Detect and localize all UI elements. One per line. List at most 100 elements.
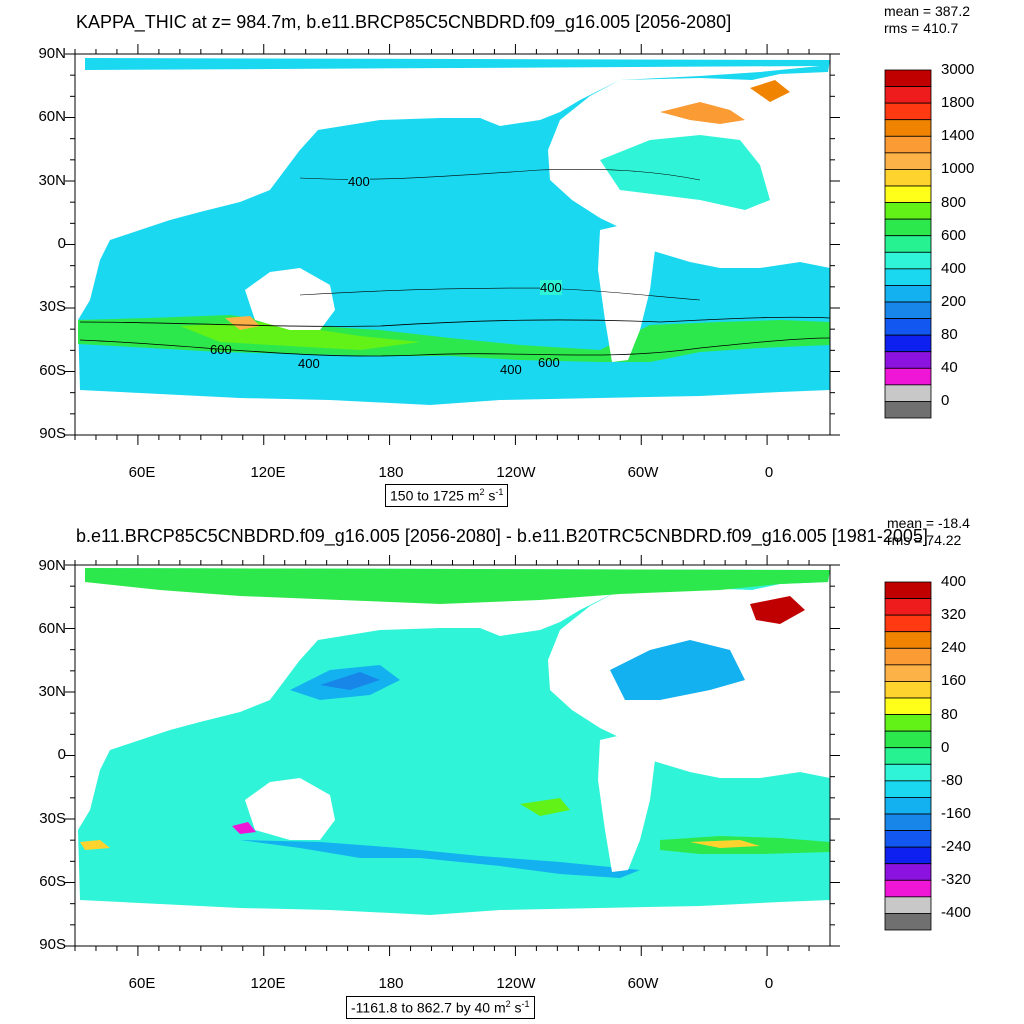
panel1-colorbar-label: 800 xyxy=(941,193,967,211)
panel1-contour-label: 400 xyxy=(540,280,562,295)
panel2-colorbar-swatch xyxy=(884,813,932,831)
panel1-colorbar-label: 0 xyxy=(941,392,950,410)
panel1-contour-label: 400 xyxy=(500,362,522,377)
panel2-range-text: -1161.8 to 862.7 by 40 m xyxy=(351,999,506,1016)
panel1-colorbar-swatch xyxy=(884,384,932,402)
panel2-colorbar-swatch xyxy=(884,846,932,865)
panel2-colorbar-label: 400 xyxy=(941,573,967,590)
panel2-yellow-streak xyxy=(690,840,760,848)
panel2-colorbar-swatch xyxy=(884,614,932,633)
panel1-contour-line xyxy=(299,287,701,301)
panel2-colorbar-swatch xyxy=(884,763,932,782)
panel2-colorbar-swatch xyxy=(884,714,932,732)
panel2-land-africa xyxy=(598,732,655,872)
panel1-colorbar-swatch xyxy=(884,301,932,319)
panel1-range-box: 150 to 1725 m2 s-1 xyxy=(385,484,509,507)
panel2-colorbar-label: -240 xyxy=(941,838,972,856)
panel1-lon-label: 60W xyxy=(627,464,659,481)
panel1-colorbar-swatch xyxy=(884,86,932,104)
panel2-colorbar-swatch xyxy=(884,730,932,749)
panel1-contour-line xyxy=(79,316,831,327)
panel2-colorbar-swatch xyxy=(884,780,932,798)
panel2-lat-label: 60N xyxy=(38,620,66,637)
panel1-colorbar-swatch xyxy=(884,351,932,369)
panel2-southern-blue xyxy=(240,840,640,878)
panel2-colorbar-label: 0 xyxy=(941,738,950,756)
panel1-colorbar-label: 200 xyxy=(941,293,967,310)
panel1-colorbar-swatch xyxy=(884,135,932,154)
panel1-colorbar-swatch xyxy=(884,334,932,353)
panel2-lon-label: 180 xyxy=(378,975,404,992)
panel2-colorbar-label: 320 xyxy=(941,606,967,624)
panel1-colorbar-label: 80 xyxy=(941,326,958,344)
panel1-hotspot-south xyxy=(225,316,260,330)
panel1-colorbar-label: 1800 xyxy=(941,94,975,112)
panel1-colorbar-swatch xyxy=(884,235,932,253)
panel1-colorbar-swatch xyxy=(884,268,932,286)
panel1-colorbar-label: 400 xyxy=(941,259,967,277)
panel1-colorbar-label: 3000 xyxy=(941,61,975,78)
panel1-pacific xyxy=(260,118,600,320)
panel1-colorbar-swatch xyxy=(884,202,932,220)
panel2-map xyxy=(74,564,831,947)
panel2-land-australia xyxy=(245,778,335,840)
panel2-lon-label: 120E xyxy=(250,975,286,992)
panel1-range-text: 150 to 1725 m xyxy=(390,487,480,504)
panel1-lon-label: 180 xyxy=(378,464,404,481)
panel1-lat-label: 30S xyxy=(39,298,66,315)
panel1-map xyxy=(74,53,831,436)
panel1-atlantic-north xyxy=(600,135,770,210)
panel2-lon-label: 60E xyxy=(128,975,156,992)
panel2-colorbar-swatch xyxy=(884,631,932,649)
panel1-colorbar-swatch xyxy=(884,102,932,121)
panel1-colorbar-label: 1000 xyxy=(941,160,975,178)
panel1-contour-label: 600 xyxy=(210,342,232,357)
panel1-north-atlantic-hotspot xyxy=(660,102,745,124)
panel2-north-atlantic xyxy=(610,640,745,700)
panel2-colorbar-swatch xyxy=(884,830,932,848)
panel2-colorbar-label: 240 xyxy=(941,639,967,657)
panel1-colorbar-swatch xyxy=(884,401,932,419)
panel2-range-box: -1161.8 to 862.7 by 40 m2 s-1 xyxy=(346,996,535,1019)
panel2-title: b.e11.BRCP85C5CNBDRD.f09_g16.005 [2056-2… xyxy=(76,526,928,546)
panel2-lat-label: 90S xyxy=(39,936,66,953)
panel2-colorbar-swatch xyxy=(884,697,932,715)
panel2-colorbar-swatch xyxy=(884,581,932,599)
panel2-range-exp2: -1 xyxy=(521,999,530,1009)
panel1-rms: rms = 410.7 xyxy=(884,20,959,36)
panel2-mean: mean = -18.4 xyxy=(887,515,970,531)
panel2-colorbar-label: -320 xyxy=(941,871,972,889)
panel2-colorbar-swatch xyxy=(884,879,932,898)
panel1-contour-line xyxy=(79,337,831,357)
panel1-lat-label: 60N xyxy=(38,108,66,125)
panel1-colorbar-swatch xyxy=(884,152,932,170)
panel2-colorbar-swatch xyxy=(884,896,932,914)
panel2-colorbar-swatch xyxy=(884,647,932,666)
panel1-lat-label: 30N xyxy=(38,172,66,189)
panel2-green-patch xyxy=(520,798,570,816)
panel2-magenta-patch xyxy=(232,822,256,834)
panel2-lon-label: 60W xyxy=(627,975,659,992)
panel2-colorbar-swatch xyxy=(884,913,932,931)
panel1-colorbar-label: 600 xyxy=(941,226,967,244)
panel1-colorbar-label: 40 xyxy=(941,359,958,377)
panel2-lat-label: 30S xyxy=(39,810,66,827)
panel2-colorbar-swatch xyxy=(884,681,932,699)
panel2-arctic xyxy=(85,568,830,604)
panel2-colorbar-label: -400 xyxy=(941,904,972,922)
panel1-range-exp: 2 xyxy=(479,487,485,497)
panel1-contour-label: 600 xyxy=(538,355,560,370)
panel1-colorbar-swatch xyxy=(884,251,932,270)
panel1-land-australia xyxy=(245,268,335,330)
panel2-lon-label: 0 xyxy=(764,975,774,992)
panel1-arctic-hotspot xyxy=(750,80,790,102)
panel1-colorbar-swatch xyxy=(884,318,932,336)
panel1-lon-label: 0 xyxy=(764,464,774,481)
panel1-lat-label: 0 xyxy=(57,235,66,252)
panel1-colorbar-swatch xyxy=(884,69,932,87)
panel1-colorbar-swatch xyxy=(884,285,932,303)
panel1-lat-label: 60S xyxy=(39,362,66,379)
panel1-colorbar-swatch xyxy=(884,119,932,137)
panel2-colorbar-label: -160 xyxy=(941,805,972,822)
